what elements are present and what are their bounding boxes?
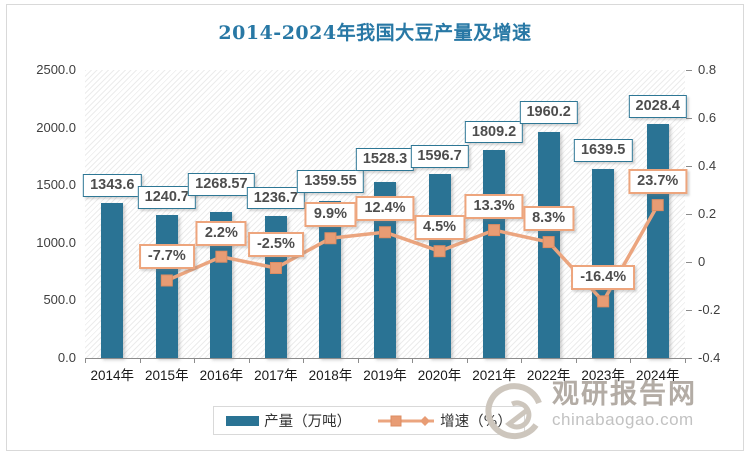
x-axis-label: 2020年 — [417, 368, 462, 383]
x-axis-label: 2017年 — [254, 368, 298, 383]
x-axis-label: 2016年 — [199, 368, 244, 383]
x-axis-tick — [685, 359, 686, 363]
production-value-label: 1528.3 — [355, 147, 415, 171]
x-axis-tick — [466, 359, 468, 363]
watermark: 观研报告网 chinabaogao.com — [482, 379, 697, 443]
production-bar — [537, 132, 560, 358]
growth-value-label: 8.3% — [523, 206, 575, 231]
production-bar — [428, 174, 451, 358]
y-axis-label-right: 0.8 — [698, 62, 717, 77]
x-axis-label: 2022年 — [526, 368, 571, 383]
x-axis-tick — [303, 359, 305, 363]
production-value-label: 2028.4 — [628, 95, 687, 119]
x-axis-label: 2014年 — [90, 368, 135, 383]
production-value-label: 1639.5 — [573, 139, 633, 162]
legend-production-label: 产量（万吨） — [264, 414, 352, 430]
production-value-label: 1359.55 — [297, 170, 364, 194]
x-axis-label: 2018年 — [308, 368, 353, 383]
x-axis-tick — [575, 359, 577, 363]
production-value-label: 1236.7 — [246, 186, 306, 210]
growth-value-label: 13.3% — [464, 194, 524, 219]
y-axis-label-right: 0.4 — [698, 158, 717, 173]
y-axis-tick-right — [686, 214, 692, 215]
production-bar — [592, 169, 615, 358]
y-axis-label-left: 2000.0 — [36, 119, 76, 135]
watermark-text-block: 观研报告网 chinabaogao.com — [552, 379, 697, 430]
y-axis-tick-right — [686, 262, 692, 263]
legend: 产量（万吨） 增速（%） — [213, 406, 525, 435]
y-axis-label-left: 1000.0 — [36, 234, 76, 250]
x-axis-tick — [85, 359, 86, 363]
y-axis-tick-right — [686, 358, 692, 359]
y-axis-label-left: 500.0 — [43, 292, 76, 308]
growth-value-label: 9.9% — [304, 202, 356, 228]
growth-value-label: 4.5% — [414, 215, 466, 241]
production-value-label: 1240.7 — [137, 186, 196, 209]
production-bar — [101, 203, 124, 358]
y-axis-label-right: 0.6 — [698, 110, 717, 125]
y-axis-tick-right — [686, 70, 692, 71]
growth-value-label: 23.7% — [628, 169, 688, 194]
x-axis-tick — [630, 359, 632, 363]
production-value-label: 1960.2 — [519, 101, 578, 125]
y-axis-tick-right — [686, 310, 692, 311]
production-bar — [155, 215, 178, 358]
chart-title: 2014-2024年我国大豆产量及增速 — [218, 22, 532, 44]
x-axis-label: 2021年 — [472, 368, 516, 383]
production-bar — [646, 124, 669, 358]
y-axis-label-left: 2500.0 — [36, 62, 76, 77]
x-axis-tick — [357, 359, 359, 363]
y-axis-tick-right — [686, 118, 692, 119]
legend-line-swatch-icon — [378, 415, 435, 426]
x-axis-tick — [248, 359, 250, 363]
growth-value-label: -7.7% — [138, 244, 195, 270]
watermark-name: 观研报告网 — [552, 379, 697, 410]
x-axis-label: 2023年 — [581, 368, 625, 383]
legend-bar-swatch-icon — [226, 415, 260, 426]
growth-value-label: -2.5% — [247, 232, 304, 257]
y-axis-tick-right — [686, 166, 692, 167]
growth-value-label: 12.4% — [355, 196, 415, 222]
legend-item-production: 产量（万吨） — [226, 410, 351, 431]
x-axis-line — [85, 358, 686, 359]
production-bar — [483, 149, 506, 358]
growth-value-label: 2.2% — [195, 220, 247, 246]
y-axis-label-left: 1500.0 — [36, 177, 76, 193]
y-axis-label-right: 0 — [698, 254, 706, 269]
x-axis-tick — [412, 359, 414, 363]
x-axis-label: 2015年 — [145, 368, 189, 383]
x-axis-label: 2019年 — [363, 368, 407, 383]
y-axis-label-right: 0.2 — [698, 206, 717, 221]
x-axis-tick — [139, 359, 141, 363]
production-value-label: 1809.2 — [464, 120, 524, 144]
production-value-label: 1343.6 — [83, 174, 142, 198]
x-axis-label: 2024年 — [635, 368, 680, 383]
watermark-url: chinabaogao.com — [552, 410, 694, 430]
production-value-label: 1268.57 — [188, 172, 255, 196]
y-axis-label-left: 0.0 — [57, 350, 76, 365]
watermark-logo-icon — [485, 383, 542, 440]
x-axis-tick — [194, 359, 196, 363]
y-axis-label-right: -0.4 — [698, 350, 721, 365]
production-value-label: 1596.7 — [410, 145, 469, 168]
y-axis-label-right: -0.2 — [698, 302, 721, 317]
x-axis-tick — [521, 359, 523, 363]
growth-value-label: -16.4% — [571, 265, 636, 291]
